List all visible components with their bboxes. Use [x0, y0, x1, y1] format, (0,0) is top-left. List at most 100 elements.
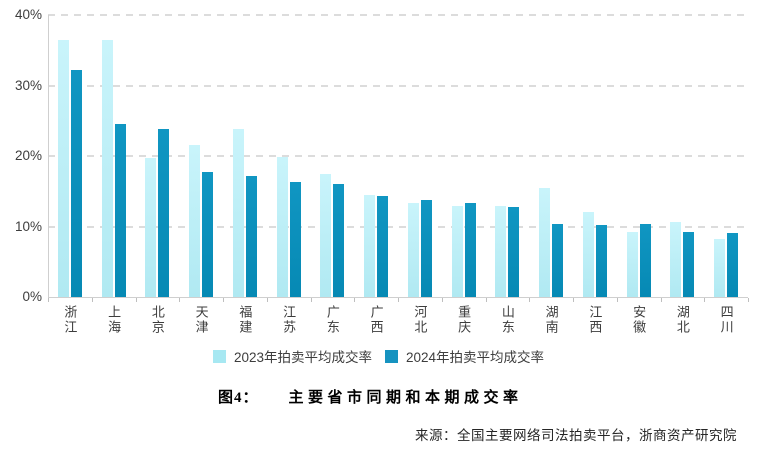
x-axis-tick	[704, 298, 706, 302]
y-axis-label-0%: 0%	[22, 289, 42, 304]
bar-group-广东	[311, 15, 355, 297]
bar-group-河北	[398, 15, 442, 297]
bar-2023年-四川	[714, 238, 726, 297]
bar-2023年-江西	[582, 212, 594, 297]
x-axis-label-上海: 上海	[106, 305, 122, 335]
x-axis-tick	[179, 298, 181, 302]
bar-2023年-广西	[364, 194, 376, 297]
bar-2024年-安徽	[639, 224, 651, 297]
bar-2024年-江西	[595, 225, 607, 297]
x-axis-tick	[48, 298, 49, 302]
bar-2023年-湖北	[670, 222, 682, 297]
y-axis-line	[48, 15, 49, 298]
bar-2024年-上海	[114, 123, 126, 297]
bar-2023年-广东	[320, 173, 332, 297]
x-axis-label-河北: 河北	[412, 305, 428, 335]
y-axis-label-20%: 20%	[14, 148, 42, 163]
plot-area	[48, 15, 748, 297]
x-axis-label-广西: 广西	[368, 305, 384, 335]
x-axis-tick	[660, 298, 662, 302]
x-axis-tick	[135, 298, 137, 302]
x-axis-tick	[398, 298, 399, 302]
bar-2024年-河北	[420, 199, 432, 297]
bar-2023年-天津	[189, 144, 201, 297]
bar-group-重庆	[442, 15, 486, 297]
x-axis-label-天津: 天津	[193, 305, 209, 335]
legend-item-2024: 2024年拍卖平均成交率	[385, 346, 544, 366]
bar-2024年-湖北	[683, 232, 695, 297]
bar-2023年-北京	[145, 158, 157, 297]
bar-2023年-江苏	[276, 157, 288, 297]
x-axis-line	[48, 297, 748, 298]
bar-2023年-重庆	[451, 206, 463, 297]
x-axis-label-安徽: 安徽	[631, 305, 647, 335]
legend-swatch-2023	[212, 349, 226, 363]
bar-group-北京	[136, 15, 180, 297]
bar-2024年-天津	[202, 172, 214, 297]
y-axis-label-40%: 40%	[14, 7, 42, 22]
bar-group-湖北	[661, 15, 705, 297]
gridline-20%	[48, 155, 748, 157]
legend-swatch-2024	[385, 349, 398, 363]
x-axis-tick	[266, 298, 268, 302]
x-axis-label-北京: 北京	[149, 305, 165, 335]
bar-2023年-安徽	[626, 232, 638, 297]
gridline-40%	[48, 14, 748, 16]
bar-group-湖南	[529, 15, 573, 297]
bar-2024年-广东	[333, 184, 345, 297]
x-axis-tick	[573, 298, 574, 302]
x-axis-tick	[441, 298, 443, 302]
x-axis-label-江西: 江西	[587, 305, 603, 335]
x-axis-tick	[354, 298, 356, 302]
gridline-30%	[48, 84, 748, 87]
y-axis-label-30%: 30%	[14, 77, 42, 93]
legend: 2023年拍卖平均成交率 2024年拍卖平均成交率	[0, 346, 757, 366]
bar-group-广西	[354, 15, 398, 297]
bar-2023年-湖南	[539, 188, 551, 297]
x-axis-label-重庆: 重庆	[456, 305, 472, 335]
x-axis-tick	[310, 298, 312, 302]
bar-group-上海	[92, 15, 136, 297]
bar-2023年-上海	[101, 40, 113, 297]
bar-2024年-四川	[727, 232, 739, 297]
x-axis-label-湖北: 湖北	[674, 305, 690, 335]
x-axis-tick	[485, 298, 487, 302]
x-axis-tick	[748, 298, 749, 302]
bar-group-福建	[223, 15, 267, 297]
bar-2024年-重庆	[464, 202, 476, 297]
bar-group-江西	[573, 15, 617, 297]
x-axis-tick	[223, 298, 224, 302]
bar-2023年-浙江	[57, 40, 69, 297]
bar-2023年-山东	[495, 206, 507, 297]
bar-group-浙江	[48, 15, 92, 297]
gridline-10%	[48, 225, 748, 228]
x-axis-label-广东: 广东	[324, 305, 340, 335]
bar-2024年-北京	[158, 129, 170, 297]
x-axis-label-福建: 福建	[237, 305, 253, 335]
bar-2024年-广西	[377, 196, 389, 297]
y-axis-label-10%: 10%	[14, 218, 42, 234]
x-axis-label-四川: 四川	[718, 305, 734, 335]
bar-group-江苏	[267, 15, 311, 297]
bar-2023年-福建	[232, 128, 244, 297]
x-axis-label-山东: 山东	[499, 305, 515, 335]
x-axis-label-湖南: 湖南	[543, 305, 559, 335]
figure-caption-number: 图4：	[218, 390, 259, 406]
bar-group-四川	[704, 15, 748, 297]
bar-group-山东	[486, 15, 530, 297]
figure-caption-title: 主要省市同期和本期成交率	[288, 390, 523, 406]
source-note: 来源：全国主要网络司法拍卖平台，浙商资产研究院	[415, 428, 737, 443]
bar-2024年-浙江	[70, 70, 82, 297]
bar-group-安徽	[617, 15, 661, 297]
x-axis-tick	[616, 298, 618, 302]
bar-2024年-福建	[245, 175, 257, 297]
bar-2024年-山东	[508, 206, 520, 297]
legend-label-2024: 2024年拍卖平均成交率	[406, 350, 545, 365]
bar-2024年-湖南	[552, 223, 564, 297]
x-axis-tick	[91, 298, 93, 302]
bar-group-天津	[179, 15, 223, 297]
bar-2023年-河北	[407, 203, 419, 297]
x-axis-label-江苏: 江苏	[281, 305, 297, 335]
legend-item-2023: 2023年拍卖平均成交率	[212, 346, 372, 366]
